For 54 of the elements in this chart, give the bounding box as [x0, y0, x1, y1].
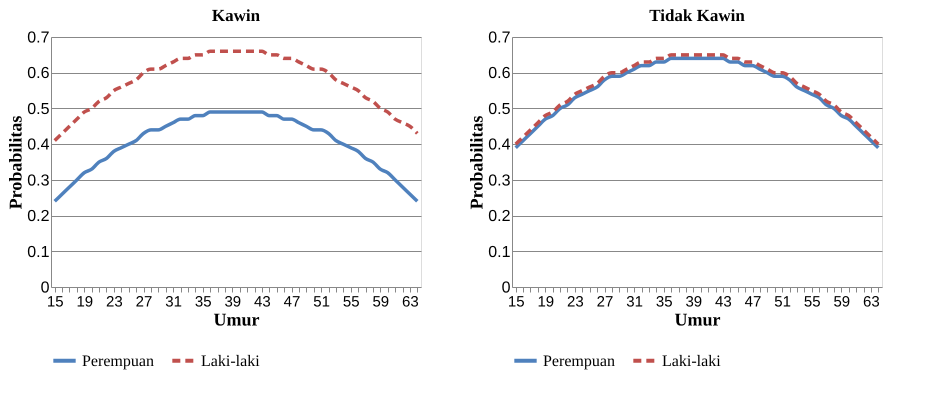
x-tick-label: 63 [402, 294, 419, 310]
x-tick-label: 51 [774, 294, 791, 310]
y-tick-label: 0.2 [488, 208, 511, 226]
y-tick-label: 0.4 [488, 136, 511, 154]
y-tick-label: 0.5 [488, 100, 511, 118]
line-series [52, 110, 420, 204]
x-tick-label: 55 [804, 294, 821, 310]
y-tick-label: 0.1 [488, 244, 511, 261]
legend-label: Laki-laki [201, 352, 260, 370]
x-tick-label: 39 [685, 294, 702, 310]
x-tick-label: 43 [715, 294, 732, 310]
y-tick-label: 0.5 [27, 100, 50, 118]
y-axis-title: Probabilitas [466, 116, 486, 210]
x-tick-label: 59 [372, 294, 390, 310]
x-tick-label: 55 [342, 294, 360, 310]
x-axis-title: Umur [674, 310, 721, 330]
x-tick-label: 35 [194, 294, 212, 310]
y-tick-label: 0 [502, 280, 511, 296]
y-tick-label: 0 [40, 280, 50, 296]
x-tick-label: 15 [508, 294, 525, 310]
x-tick-label: 31 [626, 294, 643, 310]
y-tick-label: 0.6 [27, 65, 50, 82]
x-tick-label: 27 [596, 294, 614, 310]
x-tick-label: 39 [224, 294, 242, 310]
y-tick-label: 0.1 [27, 244, 50, 261]
x-tick-label: 19 [76, 294, 94, 310]
x-tick-label: 19 [537, 294, 554, 310]
y-tick-label: 0.2 [27, 208, 50, 226]
x-tick-label: 63 [863, 294, 880, 310]
x-tick-label: 31 [165, 294, 182, 310]
x-tick-label: 27 [136, 294, 152, 310]
x-tick-label: 23 [567, 294, 584, 310]
y-axis-title: Probabilitas [5, 116, 26, 210]
chart-title: Tidak Kawin [649, 6, 746, 25]
x-tick-label: 35 [656, 294, 673, 310]
legend-label: Laki-laki [662, 352, 722, 370]
y-tick-label: 0.4 [27, 136, 50, 154]
y-tick-label: 0.7 [488, 30, 511, 46]
x-tick-label: 47 [284, 294, 300, 310]
chart-title: Kawin [212, 6, 261, 25]
y-tick-label: 0.3 [27, 172, 50, 190]
x-axis-title: Umur [214, 310, 260, 330]
x-tick-label: 59 [833, 294, 850, 310]
x-tick-label: 23 [106, 294, 123, 310]
x-tick-label: 15 [46, 294, 64, 310]
y-tick-label: 0.6 [488, 65, 511, 82]
y-tick-label: 0.3 [488, 172, 511, 190]
x-tick-label: 51 [313, 294, 330, 310]
y-tick-label: 0.7 [27, 30, 50, 46]
line-series [52, 50, 420, 142]
legend-label: Perempuan [543, 352, 615, 370]
x-tick-label: 47 [744, 294, 762, 310]
x-tick-label: 43 [254, 294, 271, 310]
legend-label: Perempuan [82, 352, 154, 370]
